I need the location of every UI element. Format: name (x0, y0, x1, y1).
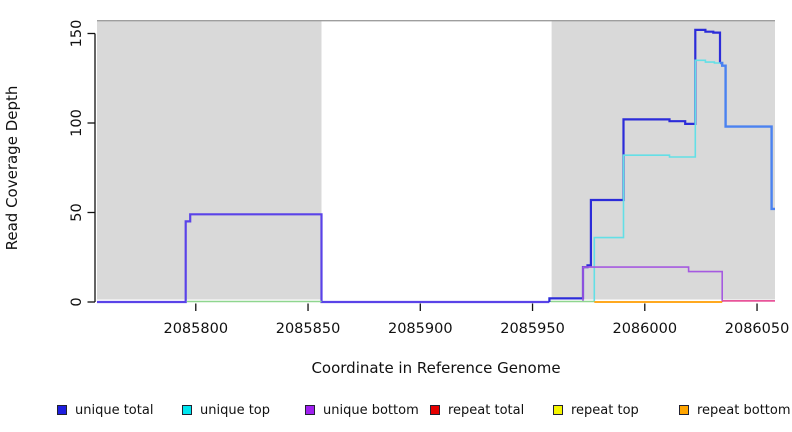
legend-label: repeat top (571, 402, 639, 418)
legend-item-repeat-bottom: repeat bottom (679, 399, 791, 421)
legend-label: unique bottom (323, 402, 419, 418)
series-line-unique-bottom (582, 266, 724, 302)
legend-item-unique-total: unique total (57, 399, 153, 421)
legend-swatch-unique-bottom (305, 405, 315, 415)
masked-region-1 (97, 20, 322, 300)
legend-label: unique total (75, 402, 154, 418)
legend-label: repeat bottom (697, 402, 791, 418)
legend-item-repeat-total: repeat total (430, 399, 524, 421)
x-tick-label: 2085950 (500, 321, 565, 337)
series-line-unique-top (593, 59, 720, 302)
series-line-unique-total (720, 61, 775, 211)
axes-layer: 0 50 100 150 2085800 2085850 2085900 2085950 208… (69, 20, 789, 337)
masked-regions-layer (97, 20, 775, 300)
legend: unique total unique top unique bottom repea… (0, 399, 792, 425)
y-tick-label: 150 (69, 20, 85, 48)
legend-item-unique-bottom: unique bottom (305, 399, 419, 421)
x-tick-label: 2086000 (612, 321, 677, 337)
masked-region-2 (551, 20, 775, 300)
y-axis-title: Read Coverage Depth (3, 86, 21, 251)
x-tick-label: 2085850 (276, 321, 341, 337)
coverage-plot-svg: 0 50 100 150 2085800 2085850 2085900 2085950 208… (3, 20, 789, 377)
legend-label: unique top (200, 402, 271, 418)
y-tick-label: 50 (69, 203, 85, 221)
legend-swatch-repeat-bottom (679, 405, 689, 415)
legend-item-unique-top: unique top (182, 399, 270, 421)
y-tick-label: 0 (69, 297, 85, 306)
x-tick-label: 2085800 (163, 321, 228, 337)
legend-swatch-repeat-top (553, 405, 563, 415)
y-tick-label: 100 (69, 109, 85, 137)
series-line-unique-total (97, 213, 550, 304)
legend-label: repeat total (448, 402, 525, 418)
legend-swatch-unique-top (182, 405, 192, 415)
x-tick-label: 2086050 (725, 321, 790, 337)
legend-item-repeat-top: repeat top (553, 399, 639, 421)
series-layer (97, 28, 775, 304)
x-axis-title: Coordinate in Reference Genome (311, 359, 560, 377)
legend-swatch-unique-total (57, 405, 67, 415)
legend-swatch-repeat-total (430, 405, 440, 415)
x-tick-label: 2085900 (388, 321, 453, 337)
